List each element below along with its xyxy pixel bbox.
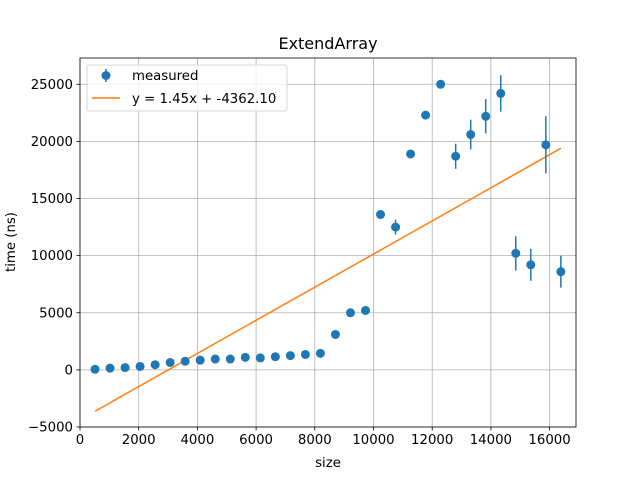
x-axis-label: size xyxy=(315,456,341,471)
data-point xyxy=(255,353,265,363)
data-point xyxy=(391,222,401,232)
x-tick-label: 0 xyxy=(76,433,84,448)
data-point xyxy=(466,130,476,140)
y-tick-label: 0 xyxy=(65,363,73,378)
data-point xyxy=(526,260,536,270)
y-tick-label: −5000 xyxy=(28,421,73,436)
legend-label-fit: y = 1.45x + -4362.10 xyxy=(132,92,276,107)
data-point xyxy=(345,308,355,318)
y-tick-label: 10000 xyxy=(31,249,73,264)
y-tick-label: 25000 xyxy=(31,78,73,93)
data-point xyxy=(361,305,371,315)
x-tick-label: 8000 xyxy=(298,433,332,448)
data-point xyxy=(421,110,431,120)
data-point xyxy=(270,352,280,362)
data-point xyxy=(135,361,145,371)
data-point xyxy=(285,351,295,361)
data-point xyxy=(436,79,446,89)
data-point xyxy=(511,248,521,258)
chart-title: ExtendArray xyxy=(278,34,377,53)
legend-marker-swatch xyxy=(101,71,111,80)
x-tick-label: 12000 xyxy=(411,433,453,448)
plot-frame xyxy=(79,57,577,428)
data-point xyxy=(481,111,491,121)
data-point xyxy=(180,356,190,366)
data-point xyxy=(165,357,175,367)
data-point xyxy=(406,149,416,159)
legend-label-measured: measured xyxy=(132,69,198,84)
legend: measured y = 1.45x + -4362.10 xyxy=(86,64,288,112)
data-point xyxy=(315,348,325,358)
y-tick-label: 20000 xyxy=(31,135,73,150)
data-point xyxy=(300,349,310,359)
x-axis: 0 2000 4000 6000 8000 10000 12000 14000 16000 xyxy=(76,427,571,448)
x-tick-label: 2000 xyxy=(122,433,156,448)
y-tick-label: 5000 xyxy=(39,306,73,321)
legend-box xyxy=(86,64,288,112)
data-point xyxy=(90,364,100,374)
data-point xyxy=(376,210,386,220)
x-tick-label: 16000 xyxy=(528,433,570,448)
plot-marks xyxy=(90,75,566,412)
data-point xyxy=(210,354,220,364)
data-point xyxy=(120,363,130,373)
data-point xyxy=(556,267,566,277)
x-tick-label: 10000 xyxy=(352,433,394,448)
data-point xyxy=(451,151,461,161)
data-point xyxy=(195,355,205,365)
y-axis-label: time (ns) xyxy=(4,212,19,272)
data-point xyxy=(496,88,506,98)
x-tick-label: 6000 xyxy=(239,433,273,448)
fit-line xyxy=(94,147,562,412)
data-point xyxy=(330,329,340,339)
data-point xyxy=(541,140,551,150)
y-axis: −5000 0 5000 10000 15000 20000 25000 xyxy=(28,78,80,436)
data-point xyxy=(225,354,235,364)
x-tick-label: 4000 xyxy=(180,433,214,448)
data-point xyxy=(150,360,160,370)
x-tick-label: 14000 xyxy=(470,433,512,448)
data-point xyxy=(105,363,115,373)
y-tick-label: 15000 xyxy=(31,192,73,207)
data-point xyxy=(240,352,250,362)
